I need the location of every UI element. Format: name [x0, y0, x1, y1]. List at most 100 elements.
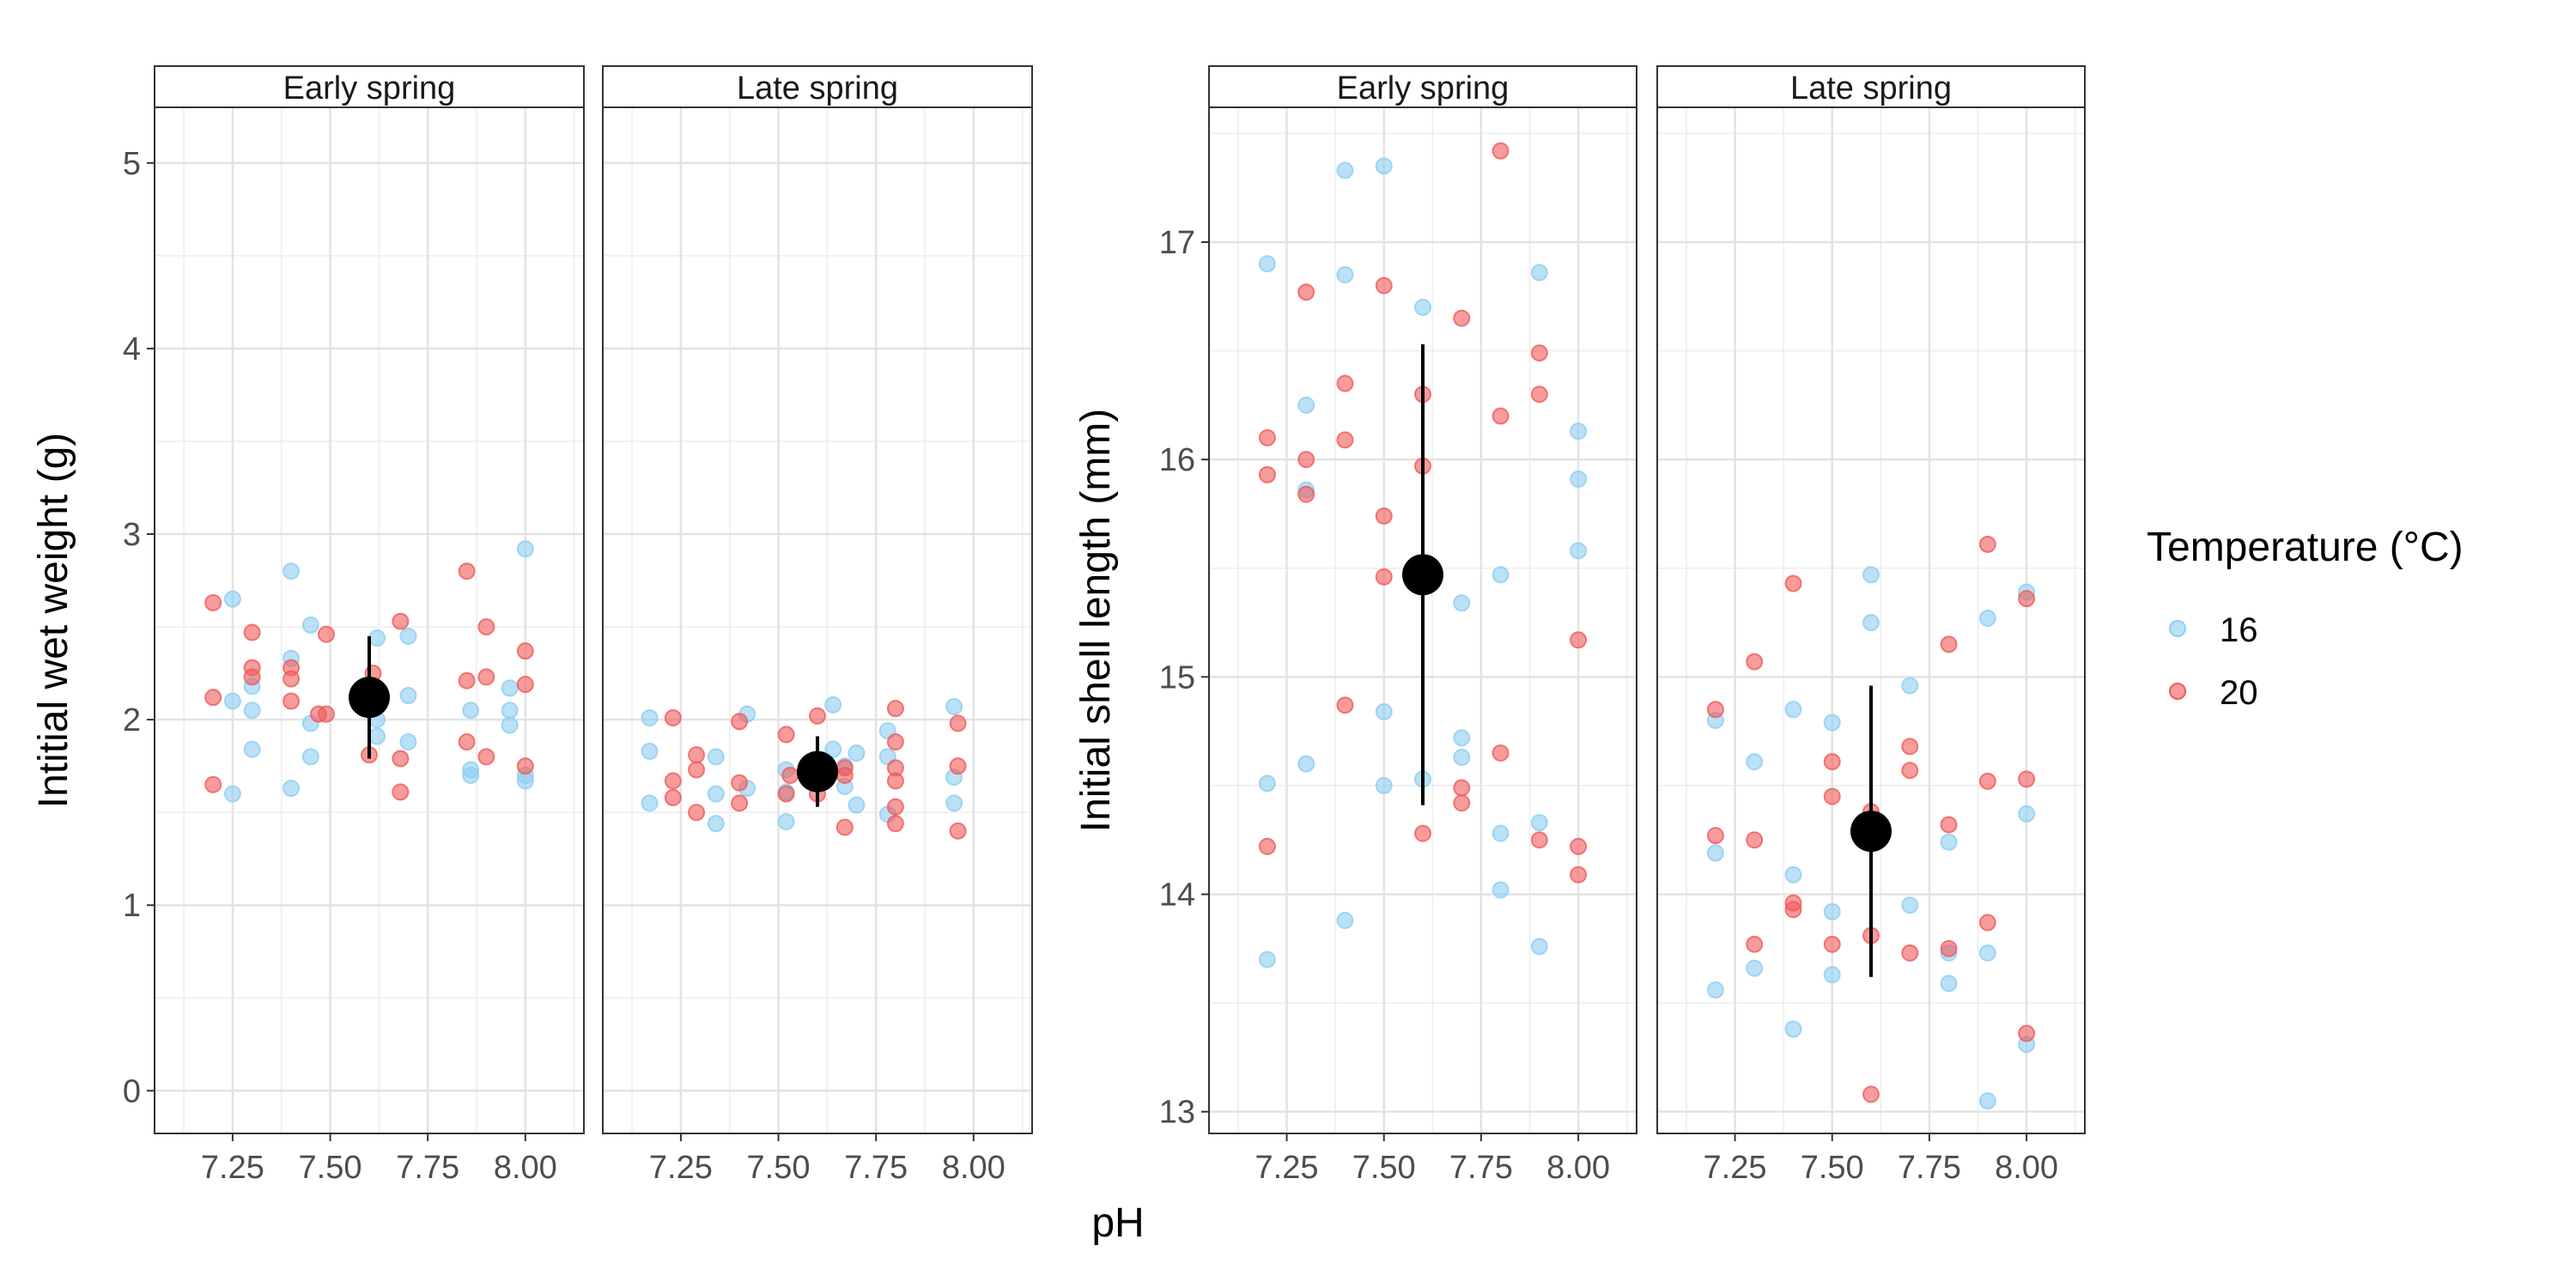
data-point-20: [458, 671, 476, 690]
data-point-20: [516, 757, 534, 775]
y-tick-label: 16: [1159, 442, 1195, 478]
data-point-16: [462, 766, 480, 784]
data-point-16: [1530, 813, 1548, 831]
facet-strip: [1208, 65, 1637, 108]
data-point-16: [1978, 944, 1996, 962]
data-point-16: [462, 702, 480, 720]
data-point-20: [688, 746, 706, 764]
data-point-16: [1453, 594, 1471, 612]
y-tick-label: 2: [123, 702, 141, 738]
data-point-16: [1414, 298, 1431, 316]
data-point-20: [1375, 507, 1393, 525]
data-point-20: [392, 783, 410, 801]
data-point-20: [1978, 535, 1996, 553]
data-point-16: [1784, 1020, 1802, 1038]
data-point-16: [223, 692, 241, 710]
data-point-16: [243, 702, 261, 720]
x-tick-label: 7.25: [201, 1150, 264, 1186]
data-point-16: [1784, 866, 1802, 884]
data-point-20: [477, 748, 495, 766]
data-point-16: [824, 696, 842, 714]
data-point-20: [1453, 794, 1471, 812]
data-point-20: [243, 668, 261, 686]
y-tick-label: 0: [123, 1073, 141, 1109]
data-point-20: [731, 774, 749, 792]
data-point-16: [223, 590, 241, 608]
data-point-20: [1492, 142, 1510, 160]
data-point-20: [886, 772, 904, 790]
data-point-20: [1901, 762, 1919, 780]
data-point-16: [641, 708, 659, 726]
data-point-16: [283, 562, 301, 580]
data-point-16: [1492, 824, 1510, 842]
data-point-20: [1258, 465, 1276, 483]
data-point-20: [1978, 772, 1996, 790]
data-point-16: [1375, 776, 1393, 794]
data-point-16: [368, 629, 386, 647]
data-point-16: [1258, 255, 1276, 273]
data-point-20: [1336, 374, 1354, 392]
y-tick-label: 3: [123, 517, 141, 553]
data-point-16: [1570, 470, 1588, 488]
data-point-20: [1940, 635, 1958, 653]
x-tick-label: 7.50: [747, 1150, 811, 1186]
data-point-16: [501, 679, 519, 697]
mean-point: [1402, 554, 1443, 596]
data-point-20: [458, 733, 476, 751]
data-point-20: [204, 775, 222, 793]
y-axis-title: Intitial wet weight (g): [31, 433, 76, 809]
chart-2: Initial shell length (mm) 13 14 15 16 17 Early…: [1073, 65, 2086, 1186]
data-point-20: [2018, 770, 2036, 788]
data-point-20: [1570, 866, 1588, 884]
legend-label-16: 16: [2220, 611, 2258, 649]
facet-2: Late spring 7.25 7.50 7.75 8.00: [602, 65, 1033, 1186]
data-point-20: [1297, 283, 1315, 301]
data-point-20: [392, 750, 410, 768]
data-point-20: [1453, 779, 1471, 797]
data-point-20: [1746, 831, 1764, 849]
data-point-16: [1978, 609, 1996, 627]
data-point-20: [949, 757, 967, 775]
x-tick-label: 7.50: [299, 1150, 362, 1186]
panel-border: [154, 106, 585, 1134]
data-point-16: [1297, 396, 1315, 414]
data-point-20: [1375, 276, 1393, 295]
data-point-20: [1258, 428, 1276, 447]
x-tick-label: 7.75: [844, 1150, 908, 1186]
legend-key-20: [2169, 683, 2186, 700]
data-point-20: [283, 692, 301, 710]
x-tick-label: 8.00: [1546, 1150, 1610, 1186]
data-point-16: [1901, 896, 1919, 914]
data-point-16: [1258, 951, 1276, 969]
data-point-16: [945, 794, 963, 812]
data-point-20: [809, 707, 826, 725]
data-point-20: [777, 785, 795, 803]
data-point-16: [1336, 265, 1354, 283]
data-point-20: [1414, 824, 1431, 842]
data-point-16: [223, 785, 241, 803]
data-point-16: [501, 702, 519, 720]
data-point-16: [1940, 833, 1958, 851]
data-point-20: [1258, 837, 1276, 855]
data-point-16: [1823, 714, 1841, 732]
data-point-16: [1375, 157, 1393, 175]
y-tick-label: 1: [123, 888, 141, 924]
data-point-20: [664, 788, 682, 806]
data-point-20: [204, 593, 222, 611]
data-point-20: [1706, 701, 1724, 719]
data-point-20: [392, 612, 410, 630]
data-point-16: [1901, 677, 1919, 695]
data-point-20: [318, 705, 335, 723]
data-point-16: [1570, 542, 1588, 560]
data-point-16: [1862, 566, 1880, 584]
data-point-20: [1530, 386, 1548, 404]
x-tick-label: 8.00: [494, 1150, 557, 1186]
data-point-16: [1823, 966, 1841, 984]
facet-title: Early spring: [283, 70, 456, 106]
x-tick-label: 7.25: [1704, 1150, 1767, 1186]
data-point-20: [688, 761, 706, 779]
chart-1: Intitial wet weight (g) 0 1 2 3 4 5 Early sprin…: [31, 65, 1033, 1186]
data-point-16: [1530, 938, 1548, 956]
data-point-20: [1746, 935, 1764, 953]
data-point-20: [283, 670, 301, 688]
